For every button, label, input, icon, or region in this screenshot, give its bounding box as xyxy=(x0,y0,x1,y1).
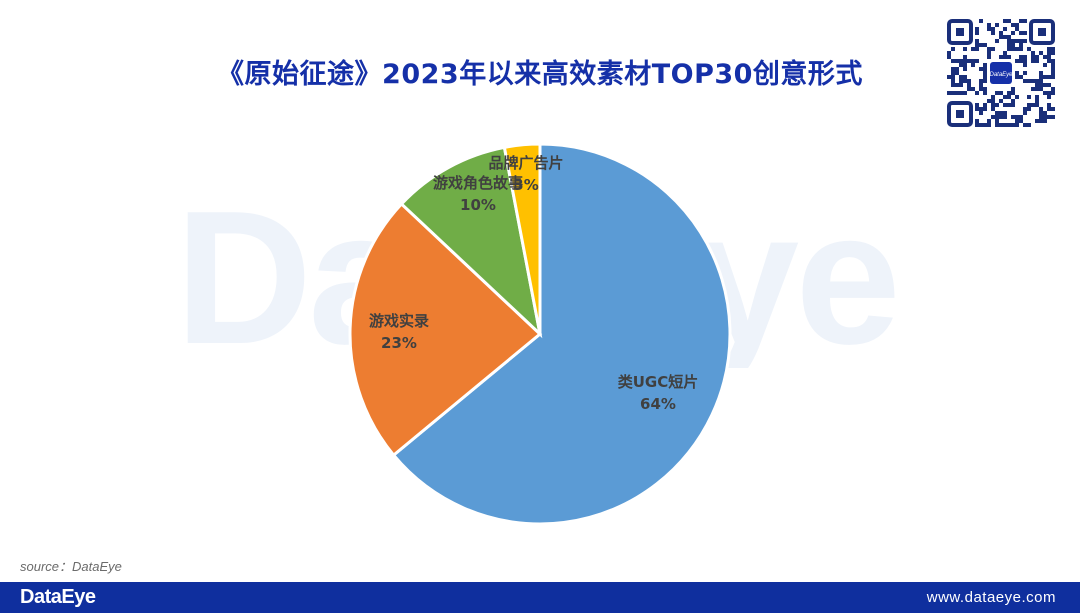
slice-value-label: 64% xyxy=(640,395,676,413)
footer-logo: DataEye xyxy=(20,586,96,608)
slice-label: 类UGC短片 xyxy=(618,373,699,391)
slice-label: 游戏角色故事 xyxy=(433,174,523,192)
slice-label: 游戏实录 xyxy=(369,312,429,330)
slice-value-label: 10% xyxy=(460,196,496,214)
source-note: source：DataEye xyxy=(20,559,122,574)
qr-badge-text: DataEye xyxy=(989,72,1013,78)
slice-value-label: 3% xyxy=(513,176,538,194)
pie-slice xyxy=(348,201,543,458)
chart-title: 《原始征途》2023年以来高效素材TOP30创意形式 xyxy=(217,59,863,90)
slice-label: 品牌广告片 xyxy=(488,154,563,172)
slice-value-label: 23% xyxy=(381,334,417,352)
pie-slice xyxy=(502,142,542,335)
footer-url[interactable]: www.dataeye.com xyxy=(926,589,1056,606)
qr-code-icon[interactable]: DataEye xyxy=(947,19,1055,127)
pie-slice xyxy=(399,145,543,339)
pie-slice xyxy=(391,142,732,526)
footer-bar: DataEye www.dataeye.com xyxy=(0,582,1080,613)
